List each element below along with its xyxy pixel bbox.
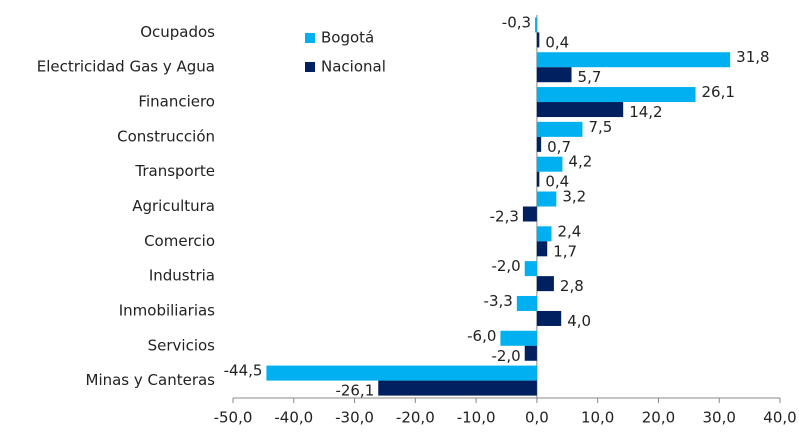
category-label: Inmobiliarias bbox=[119, 301, 215, 319]
bar bbox=[536, 276, 554, 292]
category-label: Agricultura bbox=[132, 197, 215, 215]
category-label: Minas y Canteras bbox=[86, 371, 216, 389]
bar bbox=[500, 330, 537, 346]
data-label: -26,1 bbox=[335, 382, 374, 400]
data-label: 5,7 bbox=[578, 68, 602, 86]
bar bbox=[266, 365, 537, 381]
bar bbox=[535, 17, 537, 33]
x-tick-label: 40,0 bbox=[763, 409, 796, 427]
x-tick-label: -30,0 bbox=[335, 409, 374, 427]
x-tick-label: 0,0 bbox=[525, 409, 549, 427]
bar bbox=[524, 345, 537, 361]
bar bbox=[536, 136, 542, 152]
category-label: Comercio bbox=[144, 232, 215, 250]
bar bbox=[522, 206, 537, 222]
x-tick-label: 10,0 bbox=[581, 409, 614, 427]
bar bbox=[536, 52, 731, 68]
category-label: Servicios bbox=[148, 336, 216, 354]
bar bbox=[536, 226, 552, 242]
data-label: 26,1 bbox=[702, 83, 735, 101]
data-label: 1,7 bbox=[553, 242, 577, 260]
data-label: 3,2 bbox=[562, 188, 586, 206]
legend-swatch bbox=[305, 33, 315, 43]
x-tick-label: -20,0 bbox=[396, 409, 435, 427]
legend-label: Nacional bbox=[321, 58, 386, 76]
bar bbox=[536, 102, 624, 118]
category-label: Construcción bbox=[117, 127, 215, 145]
bar bbox=[536, 121, 583, 137]
data-label: 0,4 bbox=[545, 33, 569, 51]
data-label: 0,4 bbox=[545, 173, 569, 191]
data-label: 0,7 bbox=[547, 138, 571, 156]
data-label: 7,5 bbox=[588, 118, 612, 136]
data-label: 4,0 bbox=[567, 312, 591, 330]
bar bbox=[516, 295, 537, 311]
category-label: Ocupados bbox=[140, 23, 215, 41]
category-label: Transporte bbox=[134, 162, 215, 180]
data-label: -44,5 bbox=[224, 362, 263, 380]
bar bbox=[536, 310, 562, 326]
bar bbox=[536, 156, 563, 172]
data-label: -2,0 bbox=[491, 257, 520, 275]
x-tick-label: -10,0 bbox=[457, 409, 496, 427]
category-label: Financiero bbox=[138, 93, 215, 111]
x-tick-label: -40,0 bbox=[274, 409, 313, 427]
bar bbox=[536, 171, 540, 187]
bar bbox=[524, 261, 537, 277]
bar bbox=[536, 241, 548, 257]
bar bbox=[536, 87, 696, 103]
bar bbox=[378, 380, 537, 396]
data-label: -6,0 bbox=[467, 327, 496, 345]
category-label: Industria bbox=[149, 267, 215, 285]
bar bbox=[536, 32, 540, 48]
data-label: -2,3 bbox=[490, 208, 519, 226]
bar bbox=[536, 191, 557, 207]
data-label: -0,3 bbox=[502, 13, 531, 31]
data-label: 2,8 bbox=[560, 277, 584, 295]
legend-swatch bbox=[305, 62, 315, 72]
bar bbox=[536, 67, 572, 83]
x-tick-label: 30,0 bbox=[703, 409, 736, 427]
x-tick-label: 20,0 bbox=[642, 409, 675, 427]
data-label: 2,4 bbox=[557, 222, 581, 240]
data-label: -2,0 bbox=[491, 347, 520, 365]
category-label: Electricidad Gas y Agua bbox=[37, 58, 215, 76]
x-tick-label: -50,0 bbox=[214, 409, 253, 427]
legend-label: Bogotá bbox=[321, 29, 374, 47]
data-label: 4,2 bbox=[568, 153, 592, 171]
data-label: 31,8 bbox=[736, 48, 769, 66]
data-label: -3,3 bbox=[484, 292, 513, 310]
data-label: 14,2 bbox=[629, 103, 662, 121]
